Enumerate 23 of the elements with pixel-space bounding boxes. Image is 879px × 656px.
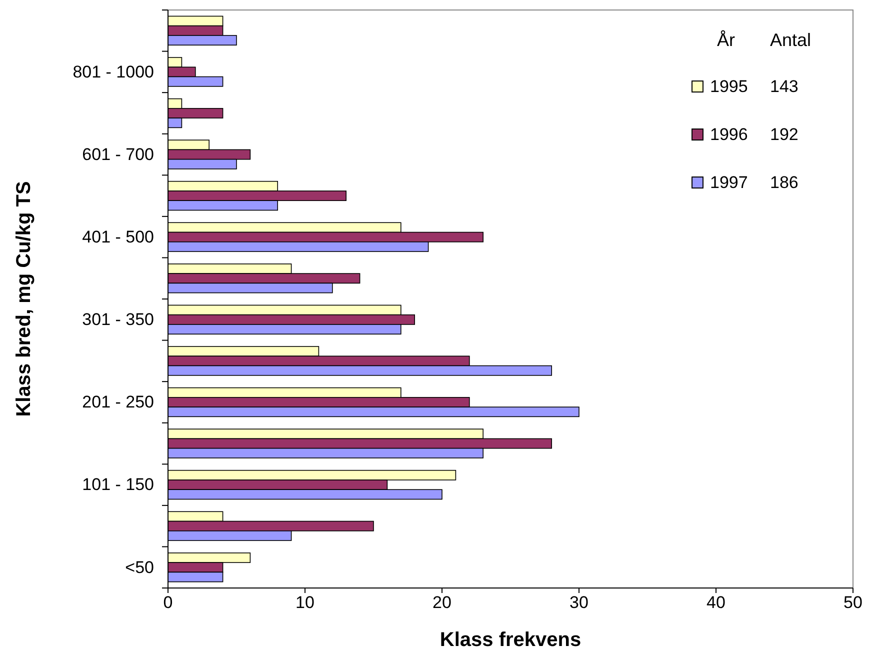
- y-tick-label: 601 - 700: [82, 144, 154, 164]
- y-tick-label: 101 - 150: [82, 475, 154, 494]
- y-tick-label: <50: [125, 558, 154, 577]
- y-tick-label: 401 - 500: [82, 228, 154, 247]
- legend-label: 1995: [710, 77, 748, 96]
- x-tick-label: 40: [706, 593, 726, 612]
- y-tick-label: 801 - 1000: [72, 62, 154, 82]
- y-tick-label: 301 - 350: [82, 310, 154, 330]
- x-axis-title: Klass frekvens: [440, 629, 582, 651]
- x-tick-label: 30: [570, 593, 588, 612]
- x-tick-label: 10: [296, 593, 314, 612]
- x-tick-label: 50: [844, 593, 862, 612]
- x-tick-label: 20: [432, 593, 452, 612]
- y-axis-title: Klass bred, mg Cu/kg TS: [13, 181, 35, 417]
- annotation: 186: [770, 173, 798, 192]
- annotation: Antal: [770, 30, 812, 50]
- annotation: 143: [770, 77, 798, 96]
- annotation: 192: [770, 125, 798, 144]
- legend-title: År: [717, 30, 736, 50]
- legend-label: 1997: [710, 173, 748, 192]
- y-tick-label: 201 - 250: [82, 392, 154, 412]
- x-tick-label: 0: [163, 593, 173, 612]
- legend-label: 1996: [710, 125, 748, 144]
